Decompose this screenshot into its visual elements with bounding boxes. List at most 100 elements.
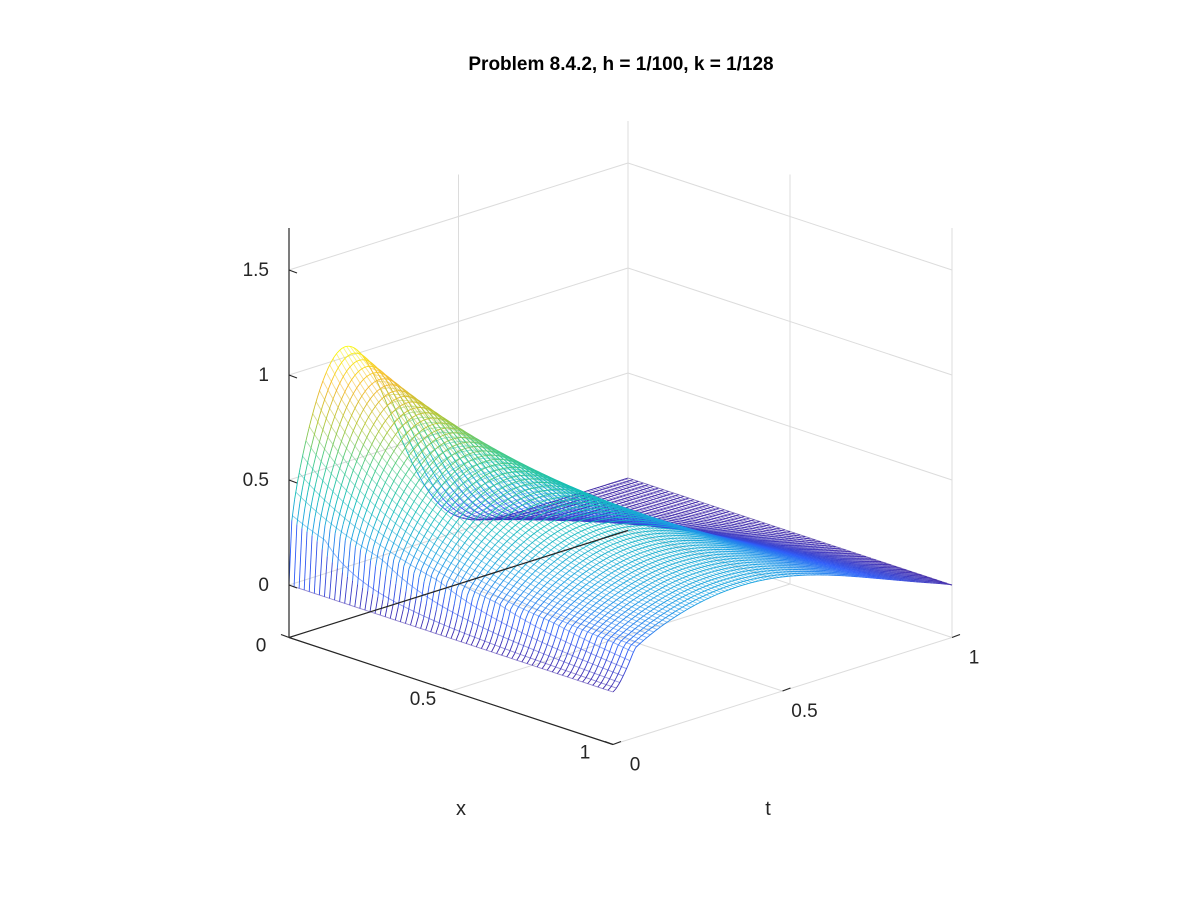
mesh-segment-x [371,455,380,466]
mesh-segment-x [682,566,692,571]
mesh-segment-x [531,573,541,580]
mesh-segment-t [522,515,526,517]
mesh-segment-x [708,504,718,508]
mesh-segment-t [623,500,627,503]
mesh-segment-x [729,522,738,526]
mesh-segment-x [565,601,575,607]
mesh-segment-x [599,528,609,535]
mesh-segment-t [299,453,304,468]
mesh-segment-x [707,565,717,570]
mesh-segment-x [428,473,438,483]
mesh-segment-x [517,576,526,582]
mesh-segment-x [557,597,567,603]
mesh-segment-x [384,429,394,442]
mesh-segment-x [547,547,557,554]
mesh-segment-t [492,515,496,518]
mesh-segment-x [598,565,607,571]
mesh-segment-x [643,493,652,498]
mesh-segment-t [647,486,651,489]
mesh-segment-x [295,491,305,501]
mesh-segment-x [449,501,459,510]
mesh-segment-x [659,540,668,546]
mesh-segment-t [640,495,644,498]
mesh-segment-x [611,605,621,611]
mesh-segment-t [313,541,318,594]
mesh-segment-x [663,581,673,587]
mesh-segment-x [410,624,419,629]
mesh-segment-t [613,481,617,483]
mesh-segment-t [638,492,642,495]
mesh-segment-t [342,408,347,416]
mesh-segment-x [575,592,585,598]
mesh-segment-x [702,506,711,510]
mesh-segment-t [316,388,321,399]
mesh-segment-t [599,489,603,491]
mesh-segment-x [398,476,408,486]
mesh-segment-x [376,555,386,563]
mesh-segment-x [647,550,656,556]
mesh-segment-x [577,579,587,585]
mesh-segment-x [413,397,423,407]
mesh-segment-t [490,517,494,519]
mesh-segment-x [789,531,799,535]
mesh-segment-t [596,486,600,489]
mesh-segment-x [586,534,595,541]
mesh-segment-x [677,543,687,549]
mesh-segment-x [749,517,758,522]
mesh-segment-x [387,474,397,484]
mesh-segment-x [615,602,624,608]
mesh-segment-t [643,494,647,497]
mesh-segment-t [463,514,467,517]
mesh-segment-x [459,430,469,439]
mesh-segment-x [383,409,393,421]
mesh-segment-x [489,492,499,501]
mesh-segment-x [668,515,677,519]
mesh-segment-x [321,595,330,599]
mesh-segment-x [329,597,338,602]
mesh-segment-x [397,455,407,466]
mesh-segment-x [680,543,690,548]
mesh-segment-x [315,401,325,416]
mesh-segment-x [561,538,570,545]
mesh-segment-t [318,549,323,596]
mesh-segment-x [432,526,442,534]
mesh-segment-x [613,565,622,571]
mesh-segment-x [332,551,342,563]
mesh-segment-x [460,597,470,604]
mesh-segment-x [601,613,610,619]
mesh-segment-x [636,495,645,500]
mesh-segment-t [637,483,641,486]
mesh-segment-x [606,526,616,533]
mesh-segment-t [307,479,311,493]
mesh-segment-t [509,517,513,520]
mesh-segment-x [646,492,656,497]
mesh-segment-x [692,597,702,603]
mesh-segment-t [328,473,332,485]
mesh-segment-x [642,544,651,551]
mesh-segment-t [343,370,348,376]
mesh-segment-t [294,482,298,500]
mesh-segment-x [515,507,525,512]
mesh-segment-x [632,590,641,596]
mesh-segment-x [584,525,594,532]
mesh-segment-x [408,505,418,514]
mesh-segment-t [613,484,617,487]
mesh-segment-t [367,398,371,404]
mesh-segment-t [350,410,355,417]
mesh-segment-x [723,557,733,562]
mesh-segment-x [408,583,418,591]
mesh-segment-t [604,490,608,493]
mesh-segment-x [402,470,412,481]
mesh-segment-x [454,628,463,633]
mesh-segment-x [606,620,615,625]
mesh-segment-x [650,588,659,594]
mesh-segment-t [615,487,619,489]
mesh-segment-x [737,556,746,561]
mesh-segment-x [718,563,727,568]
mesh-segment-x [689,563,699,569]
axes-grid [288,121,953,745]
mesh-segment-x [334,493,344,502]
mesh-segment-x [484,556,494,563]
mesh-segment-x [379,413,389,426]
